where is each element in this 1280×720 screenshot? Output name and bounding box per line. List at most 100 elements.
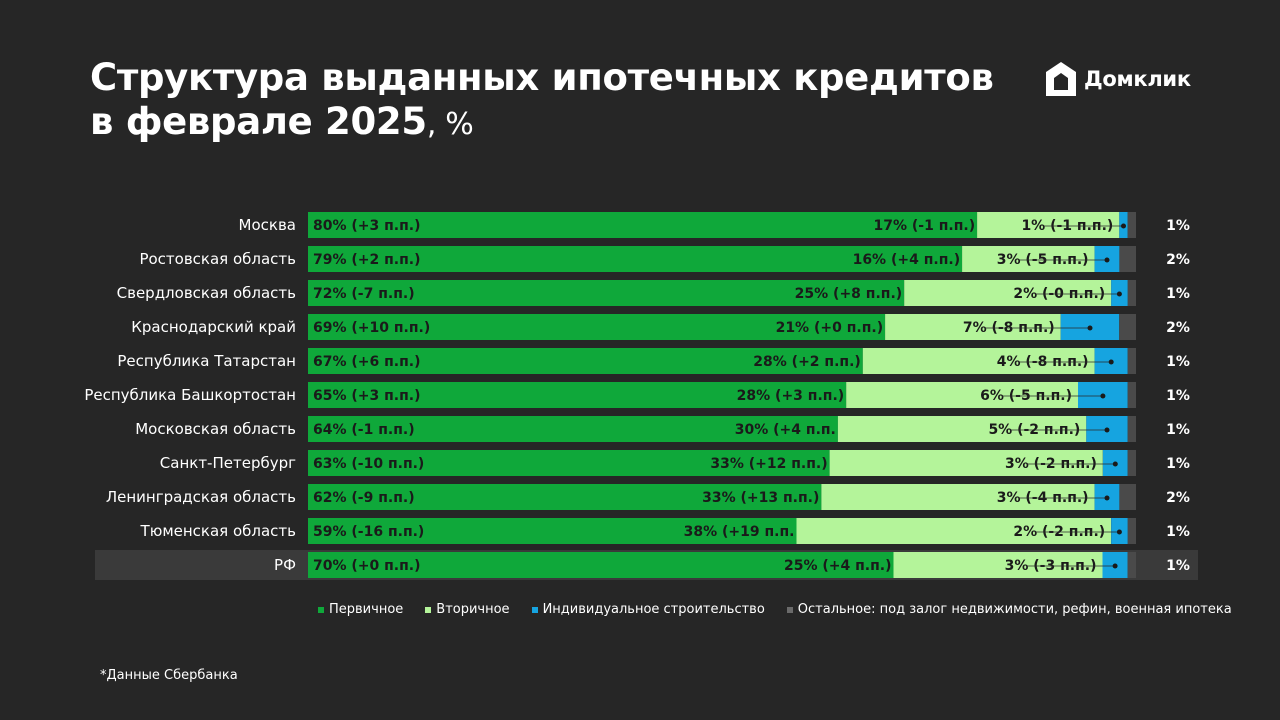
- category-label: Ростовская область: [139, 250, 296, 268]
- bar-segment: [308, 552, 894, 578]
- bar-value-label: 17% (-1 п.п.): [874, 218, 976, 234]
- bar-segment: [308, 416, 838, 442]
- bar-value-label: 25% (+4 п.п.): [784, 558, 892, 574]
- bar-value-label: 28% (+2 п.п.): [753, 354, 861, 370]
- legend-swatch: [786, 606, 793, 613]
- other-value-label: 1%: [1166, 354, 1190, 370]
- bar-value-label: 33% (+12 п.п.): [710, 456, 827, 472]
- category-label: Московская область: [135, 420, 296, 438]
- bar-segment: [308, 348, 863, 374]
- legend-item: Вторичное: [425, 602, 510, 617]
- bar-segment: [1127, 518, 1136, 544]
- bar-value-label: 16% (+4 п.п.): [853, 252, 961, 268]
- callout-dot: [1104, 495, 1110, 501]
- callout-dot: [1116, 291, 1122, 297]
- other-value-label: 1%: [1166, 456, 1190, 472]
- stacked-bar-chart: Москва 80% (+3 п.п.) 17% (-1 п.п.) 1% (-1 п…: [84, 212, 1198, 580]
- bar-segment: [904, 280, 1112, 306]
- legend-item: Остальное: под залог недвижимости, рефин…: [786, 602, 1232, 617]
- bar-segment: [1127, 280, 1136, 306]
- other-value-label: 1%: [1166, 422, 1190, 438]
- bar-value-label: 21% (+0 п.п.): [776, 320, 884, 336]
- callout-dot: [1104, 257, 1110, 263]
- bar-segment: [1127, 382, 1136, 408]
- brand-logo-text: Домклик: [1084, 67, 1191, 91]
- bar-segment: [821, 484, 1095, 510]
- bar-value-label: 63% (-10 п.п.): [313, 456, 424, 472]
- legend-item: Индивидуальное строительство: [531, 602, 765, 617]
- chart-title-line2: в феврале 2025, %: [90, 100, 994, 147]
- callout-dot: [1121, 223, 1126, 229]
- bar-segment: [308, 212, 978, 238]
- bar-value-label: 80% (+3 п.п.): [313, 218, 421, 234]
- category-label: Свердловская область: [117, 284, 296, 302]
- bar-segment: [308, 280, 905, 306]
- bar-value-label: 67% (+6 п.п.): [313, 354, 421, 370]
- bar-segment: [846, 382, 1078, 408]
- chart-title-line1: Структура выданных ипотечных кредитов: [90, 56, 994, 99]
- legend-swatch: [425, 606, 432, 613]
- bar-segment: [862, 348, 1095, 374]
- callout-dot: [1104, 427, 1110, 433]
- bar-segment: [1127, 212, 1136, 238]
- bar-segment: [308, 484, 822, 510]
- brand-logo: Домклик: [1044, 60, 1191, 98]
- bar-segment: [796, 518, 1112, 544]
- legend-label: Первичное: [329, 602, 404, 617]
- bar-segment: [977, 212, 1120, 238]
- category-label: РФ: [274, 556, 296, 574]
- other-value-label: 1%: [1166, 388, 1190, 404]
- bar-value-label: 38% (+19 п.п.: [684, 524, 795, 540]
- callout-dot: [1116, 529, 1122, 535]
- legend-swatch: [531, 606, 538, 613]
- category-label: Республика Татарстан: [117, 352, 296, 370]
- bar-value-label: 30% (+4 п.п.: [735, 422, 836, 438]
- category-label: Ленинградская область: [106, 488, 296, 506]
- callout-dot: [1112, 461, 1118, 467]
- bar-segment: [1127, 348, 1136, 374]
- callout-dot: [1087, 325, 1093, 331]
- chart-title-unit: , %: [426, 107, 474, 142]
- chart-title-period: в феврале 2025: [90, 100, 427, 143]
- legend-item: Первичное: [318, 602, 403, 617]
- category-label: Республика Башкортостан: [84, 386, 296, 404]
- bar-value-label: 69% (+10 п.п.): [313, 320, 430, 336]
- other-value-label: 1%: [1166, 218, 1190, 234]
- legend-swatch: [318, 606, 324, 613]
- bar-segment: [1119, 484, 1136, 510]
- other-value-label: 1%: [1166, 524, 1190, 540]
- bar-segment: [1119, 246, 1136, 272]
- other-value-label: 1%: [1166, 286, 1190, 302]
- bar-segment: [308, 382, 847, 408]
- category-label: Тюменская область: [140, 522, 296, 540]
- house-logo-icon: [1046, 62, 1076, 96]
- callout-dot: [1108, 359, 1114, 365]
- bar-segment: [837, 416, 1087, 442]
- other-value-label: 2%: [1166, 252, 1190, 268]
- legend-label: Остальное: под залог недвижимости, рефин…: [797, 602, 1232, 617]
- bar-segment: [1127, 416, 1136, 442]
- category-label: Москва: [239, 216, 296, 234]
- other-value-label: 1%: [1166, 558, 1190, 574]
- bar-value-label: 59% (-16 п.п.): [313, 524, 424, 540]
- legend-label: Вторичное: [436, 602, 510, 617]
- bar-segment: [885, 314, 1061, 340]
- bar-segment: [829, 450, 1103, 476]
- bar-value-label: 64% (-1 п.п.): [313, 422, 415, 438]
- category-label: Санкт-Петербург: [160, 454, 296, 472]
- chart-legend: Первичное Вторичное Индивидуальное строите…: [318, 602, 1232, 617]
- bar-value-label: 72% (-7 п.п.): [313, 286, 415, 302]
- chart-title: Структура выданных ипотечных кредитов в …: [90, 56, 994, 147]
- bar-segment: [308, 314, 886, 340]
- category-label: Краснодарский край: [131, 318, 296, 336]
- bar-segment: [1119, 314, 1136, 340]
- bar-value-label: 65% (+3 п.п.): [313, 388, 421, 404]
- callout-dot: [1100, 393, 1106, 399]
- bar-segment: [1127, 552, 1136, 578]
- bar-value-label: 28% (+3 п.п.): [737, 388, 845, 404]
- footnote: *Данные Сбербанка: [100, 668, 238, 683]
- bar-value-label: 70% (+0 п.п.): [313, 558, 421, 574]
- bar-segment: [962, 246, 1095, 272]
- bar-segment: [893, 552, 1103, 578]
- bar-segment: [308, 518, 797, 544]
